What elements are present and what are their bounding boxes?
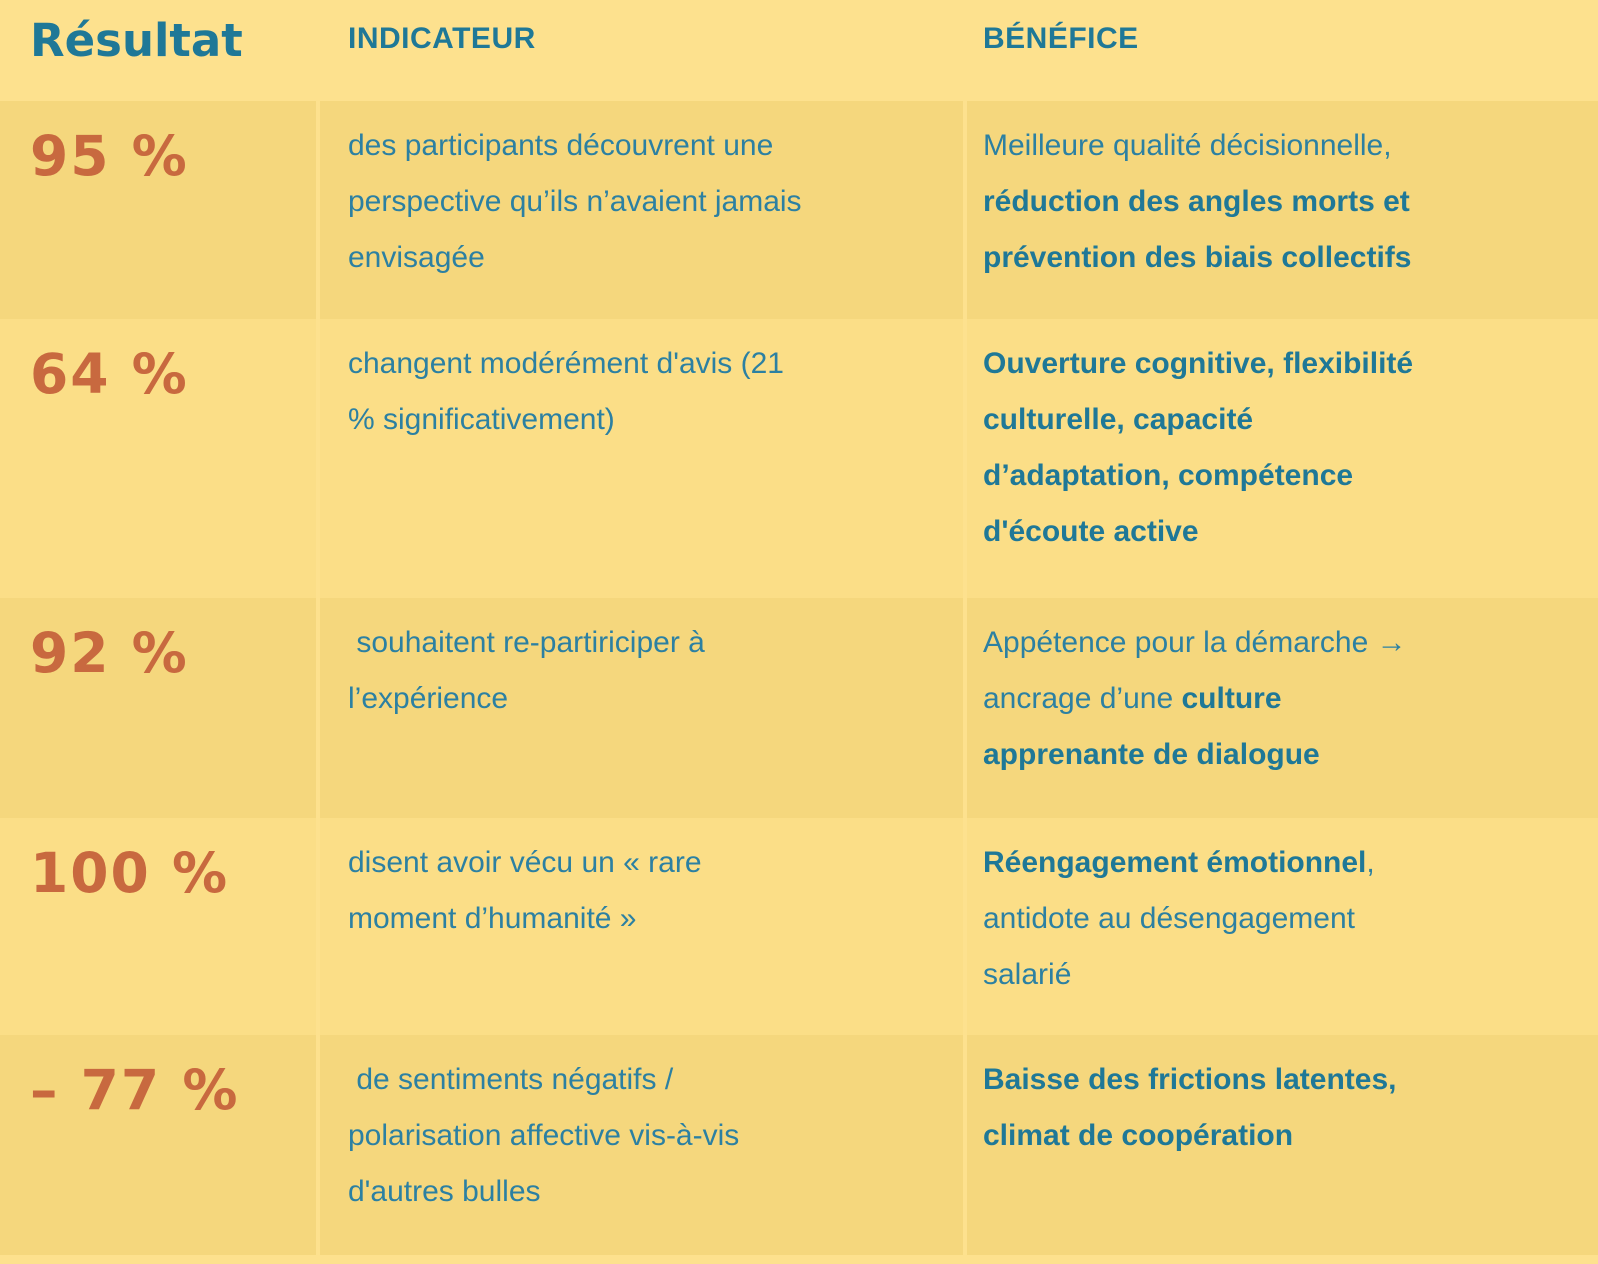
benefit-text-bold: réduction des angles morts et prévention… xyxy=(983,185,1412,274)
indicator-text: changent modérément d'avis (21 % signifi… xyxy=(320,319,963,598)
column-header-resultat: Résultat xyxy=(30,14,243,67)
indicator-text: des participants découvrent une perspect… xyxy=(320,101,963,319)
benefit-text-bold: Réengagement émotionnel xyxy=(983,846,1367,879)
result-value: 95 % xyxy=(0,101,316,319)
benefit-text-regular: Meilleure qualité décisionnelle, xyxy=(983,129,1392,162)
benefit-text-bold: Ouverture cognitive, flexibilité culture… xyxy=(983,347,1414,548)
benefit-text: Ouverture cognitive, flexibilité culture… xyxy=(967,319,1598,598)
column-header-benefice: BÉNÉFICE xyxy=(983,22,1139,55)
benefit-text-bold: culture apprenante de dialogue xyxy=(983,682,1320,771)
indicator-text: de sentiments négatifs / polarisation af… xyxy=(320,1035,963,1255)
result-value: 92 % xyxy=(0,598,316,818)
result-value: 64 % xyxy=(0,319,316,598)
result-value: 100 % xyxy=(0,818,316,1035)
benefit-text-regular: , antidote au désengagement salarié xyxy=(983,846,1375,991)
indicator-text: disent avoir vécu un « rare moment d’hum… xyxy=(320,818,963,1035)
benefit-text: Baisse des frictions latentes, climat de… xyxy=(967,1035,1598,1255)
benefit-text-bold: Baisse des frictions latentes, climat de… xyxy=(983,1063,1397,1152)
column-header-indicateur: INDICATEUR xyxy=(348,22,536,55)
indicator-text: souhaitent re-partiriciper à l’expérienc… xyxy=(320,598,963,818)
benefit-text: Appétence pour la démarche → ancrage d’u… xyxy=(967,598,1598,818)
benefit-text-regular: Appétence pour la démarche → ancrage d’u… xyxy=(983,626,1407,715)
benefit-text: Réengagement émotionnel, antidote au dés… xyxy=(967,818,1598,1035)
benefit-text: Meilleure qualité décisionnelle, réducti… xyxy=(967,101,1598,319)
result-value: – 77 % xyxy=(0,1035,316,1255)
